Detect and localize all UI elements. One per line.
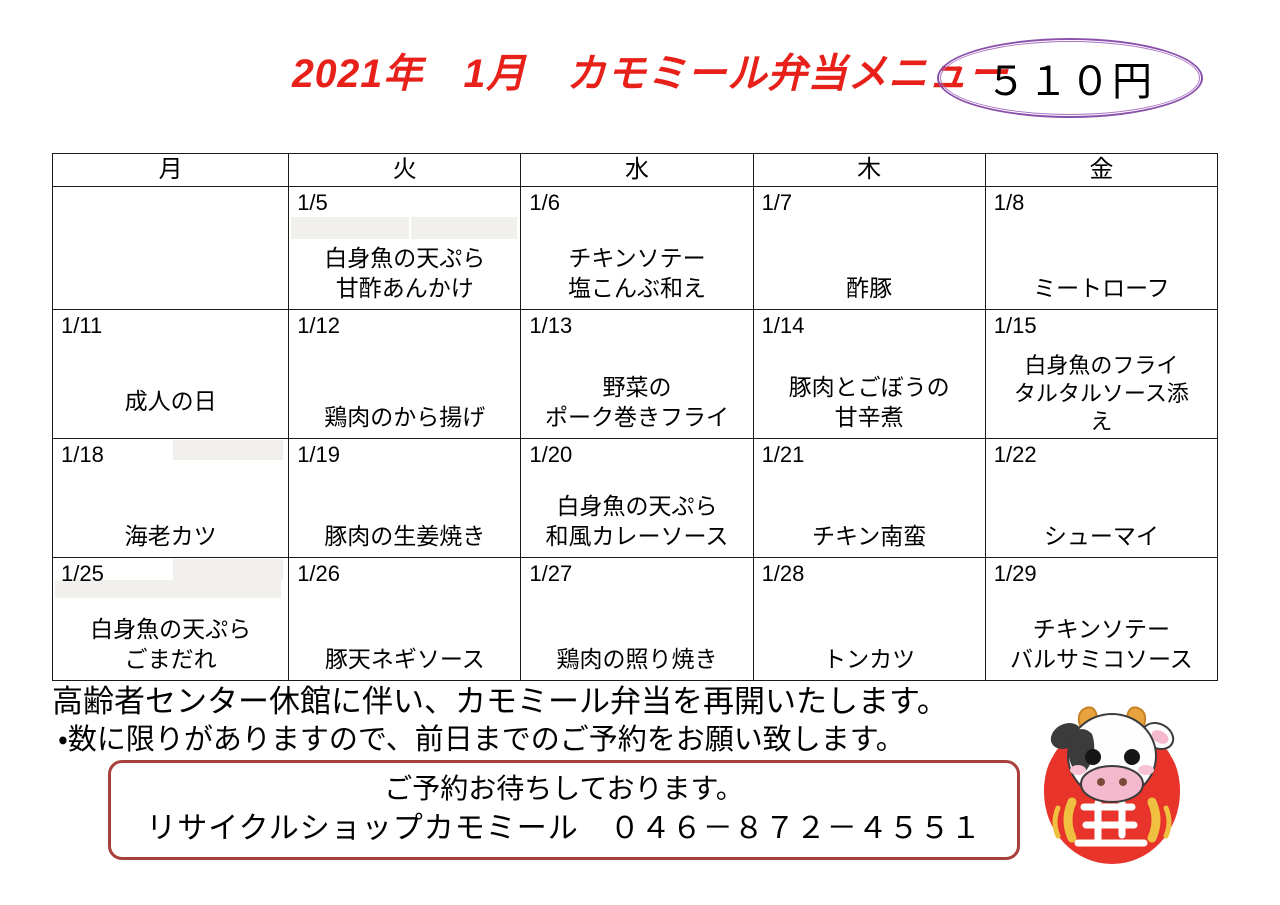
table-header-row: 月 火 水 木 金	[51, 153, 1219, 187]
date-label: 1/29	[993, 561, 1037, 586]
day-cell-1-27: 1/27 鶏肉の照り焼き	[520, 557, 754, 681]
dish-label: 白身魚の天ぷら 和風カレーソース	[545, 493, 729, 549]
date-label: 1/6	[529, 190, 560, 215]
price-badge: ５１０円	[937, 38, 1203, 118]
dish-label: シューマイ	[1043, 523, 1159, 549]
dish-label: 豚天ネギソース	[324, 646, 485, 672]
day-cell-empty	[51, 186, 290, 310]
date-label: 1/25	[61, 561, 104, 586]
date-label: 1/13	[529, 313, 573, 338]
day-cell-1-26: 1/26 豚天ネギソース	[288, 557, 522, 681]
note-reopening: 高齢者センター休館に伴い、カモミール弁当を再開いたします。	[52, 684, 948, 719]
table-row: 1/18 海老カツ 1/19 豚肉の生姜焼き 1/20 白身魚の天ぷら 和風カレ…	[51, 438, 1219, 558]
menu-calendar-table: 月 火 水 木 金 1/5 白身魚の天ぷら 甘酢あんかけ 1/6 チキンソテー …	[51, 153, 1219, 681]
grid-artifact	[173, 559, 283, 580]
dish-label: 白身魚のフライ タルタルソース添 え	[1013, 353, 1189, 434]
weekday-header-friday: 金	[984, 153, 1219, 187]
day-cell-1-22: 1/22 シューマイ	[984, 438, 1219, 558]
dish-label: 白身魚の天ぷら ごまだれ	[90, 616, 252, 672]
holiday-label: 成人の日	[124, 388, 217, 414]
day-cell-1-28: 1/28 トンカツ	[752, 557, 986, 681]
dish-label: 野菜の ポーク巻きフライ	[544, 374, 729, 430]
dish-label: チキンソテー バルサミコソース	[1009, 616, 1193, 672]
date-label: 1/8	[993, 190, 1025, 215]
table-row: 1/5 白身魚の天ぷら 甘酢あんかけ 1/6 チキンソテー 塩こんぶ和え 1/7…	[51, 186, 1219, 310]
date-label: 1/14	[761, 313, 805, 338]
dish-label: 鶏肉の照り焼き	[556, 646, 718, 672]
price-value: ５１０円	[986, 60, 1154, 104]
page-title: 2021年 1月 カモミール弁当メニュー	[292, 52, 1009, 96]
grid-artifact	[411, 217, 518, 239]
date-label: 1/7	[761, 190, 793, 215]
reservation-box: ご予約お待ちしております。 リサイクルショップカモミール ０４６－８７２－４５５…	[108, 760, 1020, 860]
day-cell-1-19: 1/19 豚肉の生姜焼き	[288, 438, 522, 558]
date-label: 1/19	[297, 442, 341, 467]
date-label: 1/20	[529, 442, 573, 467]
reservation-shop-and-phone: リサイクルショップカモミール ０４６－８７２－４５５１	[146, 812, 982, 845]
grid-artifact	[55, 580, 281, 598]
weekday-header-thursday: 木	[752, 153, 986, 187]
dish-label: ミートローフ	[1033, 275, 1170, 301]
dish-label: チキンソテー 塩こんぶ和え	[567, 245, 706, 301]
date-label: 1/11	[61, 313, 103, 338]
date-label: 1/21	[761, 442, 805, 467]
day-cell-1-15: 1/15 白身魚のフライ タルタルソース添 え	[984, 309, 1219, 439]
dish-label: 豚肉の生姜焼き	[324, 523, 486, 549]
dish-label: チキン南蛮	[812, 523, 927, 549]
dish-label: トンカツ	[823, 646, 916, 672]
day-cell-1-7: 1/7 酢豚	[752, 186, 986, 310]
reservation-message: ご予約お待ちしております。	[384, 773, 744, 804]
date-label: 1/12	[297, 313, 341, 338]
day-cell-1-29: 1/29 チキンソテー バルサミコソース	[984, 557, 1219, 681]
date-label: 1/28	[761, 561, 805, 586]
note-reservation-required: ・数に限りがありますので、前日までのご予約をお願い致します。	[58, 724, 905, 756]
weekday-header-monday: 月	[51, 153, 290, 187]
date-label: 1/18	[61, 442, 104, 467]
day-cell-1-6: 1/6 チキンソテー 塩こんぶ和え	[520, 186, 754, 310]
grid-artifact	[291, 217, 410, 239]
dish-label: 豚肉とごぼうの 甘辛煮	[788, 374, 950, 430]
grid-artifact	[173, 440, 283, 460]
day-cell-1-5: 1/5 白身魚の天ぷら 甘酢あんかけ	[288, 186, 522, 310]
price-ellipse-outline	[937, 38, 1203, 118]
table-row: 1/25 白身魚の天ぷら ごまだれ 1/26 豚天ネギソース 1/27 鶏肉の照…	[51, 557, 1219, 681]
price-ellipse-inner-outline	[940, 41, 1200, 115]
day-cell-1-8: 1/8 ミートローフ	[984, 186, 1219, 310]
day-cell-1-25: 1/25 白身魚の天ぷら ごまだれ	[51, 557, 290, 681]
dish-label: 酢豚	[846, 275, 893, 301]
day-cell-1-21: 1/21 チキン南蛮	[752, 438, 986, 558]
table-row: 1/11 成人の日 1/12 鶏肉のから揚げ 1/13 野菜の ポーク巻きフライ…	[51, 309, 1219, 439]
day-cell-1-14: 1/14 豚肉とごぼうの 甘辛煮	[752, 309, 986, 439]
day-cell-1-12: 1/12 鶏肉のから揚げ	[288, 309, 522, 439]
ox-daruma-mascot-icon	[1022, 700, 1202, 875]
day-cell-1-20: 1/20 白身魚の天ぷら 和風カレーソース	[520, 438, 754, 558]
notes-section: 高齢者センター休館に伴い、カモミール弁当を再開いたします。 ・数に限りがあります…	[52, 683, 1102, 759]
weekday-header-wednesday: 水	[520, 153, 754, 187]
day-cell-1-18: 1/18 海老カツ	[51, 438, 290, 558]
weekday-header-tuesday: 火	[288, 153, 522, 187]
day-cell-1-13: 1/13 野菜の ポーク巻きフライ	[520, 309, 754, 439]
dish-label: 白身魚の天ぷら 甘酢あんかけ	[324, 245, 486, 301]
date-label: 1/26	[297, 561, 341, 586]
dish-label: 鶏肉のから揚げ	[324, 404, 486, 430]
date-label: 1/27	[529, 561, 573, 586]
dish-label: 海老カツ	[124, 523, 217, 549]
page-header: 2021年 1月 カモミール弁当メニュー ５１０円	[0, 0, 1280, 150]
date-label: 1/5	[297, 190, 328, 215]
date-label: 1/15	[993, 313, 1037, 338]
date-label: 1/22	[993, 442, 1037, 467]
day-cell-1-11-holiday: 1/11 成人の日	[51, 309, 290, 439]
